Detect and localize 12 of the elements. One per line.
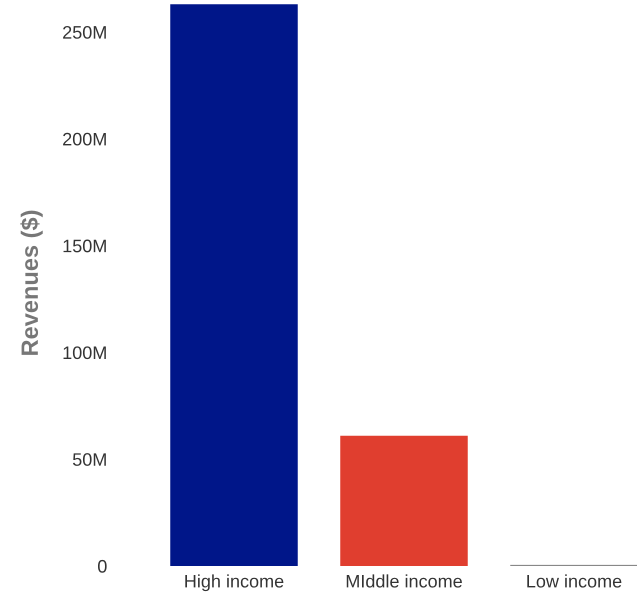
bar <box>170 4 298 566</box>
y-tick-label: 200M <box>63 132 106 146</box>
x-tick-label: Low income <box>527 574 622 588</box>
y-tick-label: 100M <box>64 346 106 360</box>
y-axis-title: Revenues ($) <box>20 210 43 355</box>
x-tick-label: MIddle income <box>346 574 462 588</box>
y-tick-label: 50M <box>72 453 106 466</box>
y-tick-label: 150M <box>64 240 106 252</box>
y-tick-label: 0 <box>98 560 107 573</box>
x-tick-label: High income <box>185 574 284 592</box>
y-tick-label: 250M <box>63 26 106 39</box>
bar <box>340 436 468 566</box>
